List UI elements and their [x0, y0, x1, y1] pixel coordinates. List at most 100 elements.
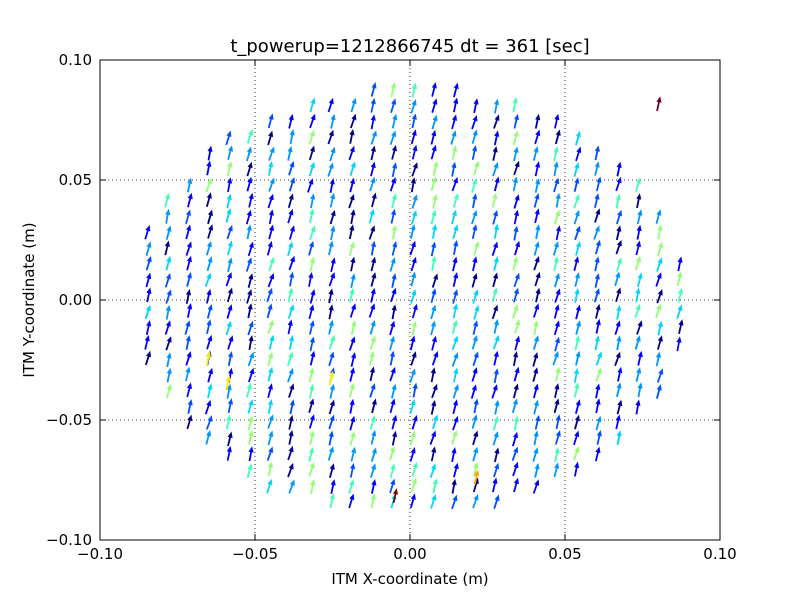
field-arrow	[615, 414, 621, 430]
field-arrow	[309, 383, 315, 399]
field-arrow	[472, 446, 479, 462]
field-arrow	[207, 209, 213, 225]
field-arrow	[575, 350, 581, 366]
field-arrow	[287, 367, 294, 383]
field-arrow	[410, 177, 416, 193]
field-arrow	[247, 241, 254, 257]
field-arrow	[288, 414, 294, 430]
field-arrow	[309, 113, 316, 129]
field-arrow	[204, 272, 212, 287]
y-tick-label: 0.10	[59, 51, 92, 69]
field-arrow	[676, 336, 682, 352]
field-arrow	[471, 414, 478, 429]
field-arrow	[493, 462, 500, 478]
field-arrow	[452, 256, 458, 272]
field-arrow	[511, 446, 519, 461]
field-arrow	[451, 176, 458, 192]
field-arrow	[554, 336, 560, 352]
field-arrow	[308, 398, 315, 413]
field-arrow	[431, 98, 438, 113]
field-arrow	[391, 304, 397, 320]
field-arrow	[595, 398, 601, 414]
field-arrow	[309, 320, 315, 335]
field-arrow	[512, 304, 519, 319]
field-arrow	[328, 272, 335, 287]
field-arrow	[350, 352, 357, 367]
field-arrow	[472, 494, 479, 509]
field-arrow	[534, 129, 541, 145]
field-arrow	[430, 367, 436, 383]
field-arrow	[390, 208, 396, 224]
field-arrow	[616, 399, 623, 415]
field-arrow	[227, 257, 233, 272]
field-arrow	[288, 177, 295, 192]
field-arrow	[370, 429, 377, 445]
field-arrow	[308, 129, 315, 145]
field-arrow	[513, 287, 519, 303]
field-arrow	[329, 493, 335, 509]
field-arrow	[329, 178, 335, 193]
field-arrow	[268, 209, 274, 225]
field-arrow	[431, 114, 438, 130]
field-arrow	[493, 256, 499, 271]
field-arrow	[267, 383, 273, 398]
field-arrow	[493, 114, 500, 129]
field-arrow	[266, 287, 273, 303]
field-arrow	[409, 240, 416, 256]
field-arrow	[430, 446, 437, 462]
field-arrow	[164, 320, 171, 335]
field-arrow	[327, 129, 334, 145]
field-arrow	[593, 225, 600, 240]
field-arrow	[535, 287, 541, 303]
field-arrow	[513, 351, 519, 366]
x-axis-label: ITM X-coordinate (m)	[331, 570, 488, 588]
field-arrow	[185, 241, 192, 256]
field-arrow	[553, 161, 559, 176]
field-arrow	[595, 351, 602, 366]
field-arrow	[514, 319, 521, 334]
field-arrow	[309, 97, 316, 113]
field-arrow	[308, 161, 315, 177]
field-arrow	[615, 193, 621, 209]
field-arrow	[514, 240, 520, 256]
field-arrow	[389, 463, 396, 479]
x-tick-label: 0.05	[548, 545, 581, 563]
field-arrow	[409, 335, 416, 351]
field-arrow	[287, 351, 294, 367]
field-arrow	[656, 368, 664, 383]
field-arrow	[166, 367, 172, 383]
field-arrow	[616, 430, 622, 446]
field-arrow	[573, 256, 580, 271]
field-arrow	[512, 256, 518, 271]
field-arrow	[389, 478, 396, 494]
field-arrow	[553, 177, 560, 193]
field-arrow	[553, 462, 560, 478]
field-arrow	[575, 146, 582, 162]
field-arrow	[491, 287, 498, 302]
field-arrow	[615, 225, 622, 241]
field-arrow	[657, 335, 663, 350]
field-arrow	[308, 414, 315, 429]
field-arrow	[555, 225, 561, 240]
field-arrow	[184, 320, 191, 335]
field-arrow	[574, 272, 580, 287]
field-arrow	[473, 241, 480, 256]
field-arrow	[555, 192, 561, 208]
field-arrow	[369, 335, 376, 351]
field-arrow	[513, 160, 520, 176]
field-arrow	[573, 194, 580, 209]
field-arrow	[247, 320, 254, 336]
field-arrow	[411, 144, 418, 160]
field-arrow	[554, 288, 561, 303]
field-arrow	[656, 257, 663, 272]
field-arrow	[185, 224, 192, 240]
field-arrow	[225, 320, 232, 336]
field-arrow	[289, 399, 295, 415]
field-arrow	[514, 335, 520, 351]
field-arrow	[349, 177, 355, 193]
field-arrow	[410, 351, 417, 366]
field-arrow	[309, 336, 315, 352]
field-arrow	[493, 350, 499, 366]
field-arrow	[452, 399, 458, 415]
y-tick-label: 0.05	[59, 171, 92, 189]
